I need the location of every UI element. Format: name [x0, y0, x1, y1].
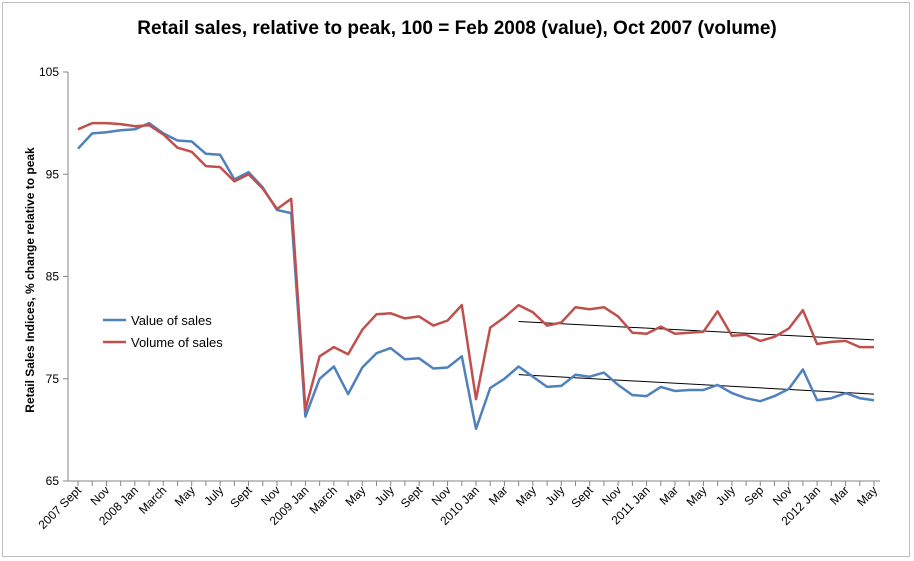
- x-tick-label: 2007 Sept: [36, 483, 85, 532]
- x-tick-label: May: [342, 483, 368, 509]
- y-tick-label: 85: [46, 270, 60, 284]
- x-tick-label: May: [513, 483, 539, 509]
- x-tick-label: July: [542, 483, 567, 508]
- x-tick-label: Sep: [741, 483, 766, 508]
- x-tick-label: July: [372, 483, 397, 508]
- x-tick-label: Mar: [657, 483, 682, 508]
- x-tick-label: Sept: [227, 483, 255, 511]
- legend: Value of sales Volume of sales: [103, 313, 223, 350]
- x-tick-label: March: [136, 483, 169, 516]
- x-tick-label: May: [854, 483, 880, 509]
- x-tick-label: July: [201, 483, 226, 508]
- y-tick-label: 105: [39, 65, 59, 79]
- series-line-value-of-sales: [77, 121, 875, 431]
- chart-title: Retail sales, relative to peak, 100 = Fe…: [137, 18, 777, 39]
- trendline-volume-of-sales: [518, 320, 875, 341]
- x-tick-label: Mar: [827, 483, 852, 508]
- x-tick-label: Sept: [568, 483, 596, 511]
- x-tick-label: May: [172, 483, 198, 509]
- x-tick-label: July: [713, 483, 738, 508]
- y-tick-label: 65: [46, 474, 60, 488]
- y-tick-label: 95: [46, 167, 60, 181]
- x-tick-label: Mar: [486, 483, 511, 508]
- y-tick-label: 75: [46, 372, 60, 386]
- x-tick-label: March: [307, 483, 340, 516]
- trendline-value-of-sales: [518, 374, 875, 395]
- x-tick-label: May: [684, 483, 710, 509]
- legend-label: Volume of sales: [131, 335, 223, 350]
- legend-label: Value of sales: [131, 313, 212, 328]
- x-tick-label: Sept: [398, 483, 426, 511]
- y-ticks: 65 75 85 95 105: [39, 65, 68, 488]
- series-lines: [77, 121, 875, 431]
- series-line-volume-of-sales: [77, 121, 874, 411]
